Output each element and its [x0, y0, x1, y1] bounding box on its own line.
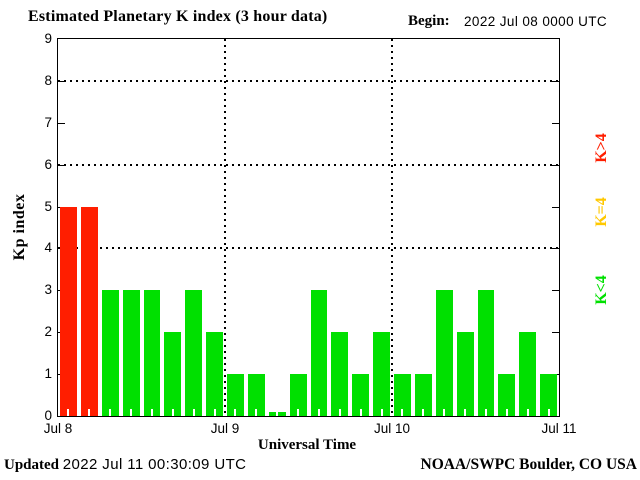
kp-bar [519, 332, 537, 416]
x-tick-mark [443, 409, 446, 416]
x-tick-mark [380, 409, 383, 416]
x-tick-mark [276, 409, 279, 416]
kp-bar [206, 332, 223, 416]
y-tick-mark [552, 332, 559, 334]
kp-bar [247, 374, 265, 416]
x-axis-title: Universal Time [257, 437, 357, 453]
y-tick-mark [552, 164, 559, 166]
kp-bar [227, 374, 244, 416]
x-tick-mark [255, 409, 258, 416]
gridline-horizontal [58, 163, 559, 166]
legend-label-k-gt-4: K>4 [593, 133, 610, 163]
x-tick-mark [422, 409, 425, 416]
y-tick-label: 0 [44, 408, 52, 423]
x-tick-mark [317, 409, 320, 416]
begin-value: 2022 Jul 08 0000 UTC [464, 14, 608, 29]
x-tick-mark [359, 409, 362, 416]
x-tick-mark [67, 409, 70, 416]
gridline-day-boundary [224, 39, 226, 416]
x-tick-mark [505, 409, 508, 416]
updated-timestamp: Updated 2022 Jul 11 00:30:09 UTC [4, 456, 246, 474]
x-tick-mark [171, 409, 174, 416]
page-title: Estimated Planetary K index (3 hour data… [28, 8, 328, 25]
gridline-horizontal [58, 79, 559, 82]
y-tick-label: 3 [44, 282, 52, 298]
x-tick-mark [88, 409, 91, 416]
y-tick-label: 1 [44, 366, 52, 382]
y-tick-label: 6 [44, 156, 52, 172]
y-tick-mark [552, 206, 559, 208]
kp-bar [456, 332, 474, 416]
y-tick-label: 5 [44, 198, 52, 214]
x-tick-mark [192, 409, 195, 416]
y-tick-label: 9 [44, 31, 52, 46]
kp-bar [143, 290, 161, 416]
y-tick-mark [58, 122, 65, 124]
y-tick-label: 7 [44, 114, 52, 130]
kp-bar [394, 374, 411, 416]
kp-bar [122, 290, 140, 416]
y-tick-mark [552, 248, 559, 250]
x-tick-mark [484, 409, 487, 416]
kp-bar [352, 374, 370, 416]
y-tick-mark [552, 122, 559, 124]
x-tick-mark [297, 409, 300, 416]
kp-bar [498, 374, 516, 416]
kp-bar [331, 332, 349, 416]
kp-bar [435, 290, 453, 416]
x-tick-mark [464, 409, 467, 416]
y-tick-mark [58, 164, 65, 166]
x-tick-mark [401, 409, 404, 416]
kp-bar [60, 206, 77, 416]
kp-bar [185, 290, 203, 416]
x-tick-mark [338, 409, 341, 416]
y-tick-label: 2 [44, 324, 52, 340]
legend-label-k-eq-4: K=4 [593, 197, 610, 227]
kp-bar [540, 374, 557, 416]
gridline-day-boundary [391, 39, 393, 416]
begin-label: Begin: [408, 13, 450, 29]
y-tick-label: 4 [44, 240, 52, 256]
y-tick-mark [552, 80, 559, 82]
y-tick-mark [552, 290, 559, 292]
x-tick-mark [150, 409, 153, 416]
kp-bar [310, 290, 328, 416]
kp-bar [164, 332, 182, 416]
legend-label-k-lt-4: K<4 [593, 275, 610, 305]
x-tick-mark [109, 409, 112, 416]
kp-bar [289, 374, 307, 416]
y-tick-mark [58, 80, 65, 82]
x-tick-mark [213, 409, 216, 416]
x-tick-mark [547, 409, 550, 416]
kp-bar [80, 206, 98, 416]
x-tick-label: Jul 11 [541, 421, 577, 436]
kp-bar [101, 290, 119, 416]
y-tick-label: 8 [44, 72, 52, 88]
kp-bar [373, 332, 390, 416]
updated-value: 2022 Jul 11 00:30:09 UTC [62, 456, 247, 473]
x-tick-label: Jul 8 [43, 421, 73, 436]
kp-bar [414, 374, 432, 416]
x-tick-mark [130, 409, 133, 416]
gridline-horizontal [58, 247, 559, 250]
kp-bar [477, 290, 495, 416]
x-tick-label: Jul 10 [373, 421, 411, 436]
x-tick-mark [234, 409, 237, 416]
source-attribution: NOAA/SWPC Boulder, CO USA [420, 456, 637, 473]
updated-label: Updated [4, 457, 60, 473]
x-tick-mark [526, 409, 529, 416]
plot-area: 0 1 2 3 4 5 6 7 8 9 Jul 8 Jul 9 Jul 10 Jul 11 [44, 31, 577, 436]
x-tick-label: Jul 9 [210, 421, 240, 436]
